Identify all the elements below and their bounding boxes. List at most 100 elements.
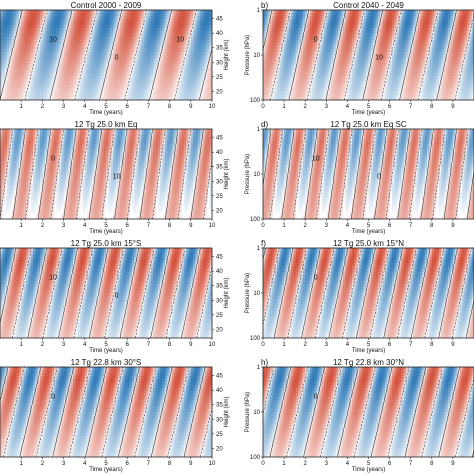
panel-label: h) — [261, 358, 268, 367]
y-tick-label: 20 — [216, 327, 223, 333]
contour-label: 0 — [115, 293, 119, 300]
zero-contours — [0, 248, 212, 338]
x-tick-label: 5 — [367, 342, 371, 348]
x-tick-label: 3 — [325, 104, 329, 110]
contour-label: 10 — [312, 156, 320, 163]
contour-label: 10 — [49, 275, 57, 282]
y-axis-label: Pressure (hPa) — [245, 35, 251, 75]
x-tick-label: 5 — [104, 342, 108, 348]
x-tick-label: 8 — [430, 461, 434, 467]
x-tick-label: 9 — [451, 223, 455, 229]
x-tick-label: 0 — [261, 104, 265, 110]
x-tick-label: 6 — [388, 342, 392, 348]
y-tick-label: 1 — [257, 8, 261, 14]
x-tick-label: 9 — [451, 104, 455, 110]
y-tick-label: 30 — [216, 179, 223, 185]
panel-title: 12 Tg 22.8 km 30°S — [71, 358, 142, 367]
panel-label: d) — [261, 120, 268, 129]
y-tick-label: 20 — [216, 208, 223, 214]
x-tick-label: 4 — [83, 461, 87, 467]
x-tick-label: 4 — [83, 104, 87, 110]
x-tick-label: 4 — [83, 342, 87, 348]
y-tick-label: 30 — [216, 60, 223, 66]
contour-label: 0 — [51, 394, 55, 401]
x-tick-label: 10 — [209, 461, 216, 467]
panel-h: 0 12 Tg 22.8 km 30°N h) 0 1 2 3 4 5 6 7 8 9 Time (yea… — [245, 358, 474, 473]
y-axis-label: Height (km) — [224, 396, 230, 427]
y-axis-label: Height (km) — [224, 158, 230, 189]
x-tick-label: 9 — [451, 342, 455, 348]
x-tick-label: 6 — [126, 223, 130, 229]
x-tick-label: 5 — [104, 223, 108, 229]
x-tick-label: 3 — [62, 342, 66, 348]
x-tick-label: 10 — [209, 223, 216, 229]
zero-contours — [263, 129, 474, 219]
contour-label: 10 — [113, 174, 121, 181]
field-shading — [263, 367, 474, 457]
field-shading — [0, 129, 212, 219]
y-tick-label: 20 — [216, 446, 223, 452]
panel-label: b) — [261, 1, 268, 10]
x-tick-label: 7 — [147, 104, 151, 110]
x-tick-label: 5 — [367, 104, 371, 110]
x-tick-label: 6 — [388, 104, 392, 110]
x-tick-label: 2 — [41, 223, 45, 229]
y-tick-label: 1 — [257, 127, 261, 133]
x-tick-label: 9 — [451, 461, 455, 467]
x-axis-label: Time (years) — [89, 110, 122, 116]
x-tick-label: 5 — [104, 461, 108, 467]
x-tick-label: 1 — [282, 461, 286, 467]
x-axis-label: Time (years) — [89, 229, 122, 235]
contour-label: 0 — [115, 55, 119, 62]
y-tick-label: 45 — [216, 374, 223, 380]
x-tick-label: 7 — [409, 223, 413, 229]
x-tick-label: 2 — [41, 342, 45, 348]
x-tick-label: 9 — [189, 104, 193, 110]
x-tick-label: 5 — [367, 223, 371, 229]
x-axis-label: Time (years) — [352, 467, 385, 473]
panel-title: 12 Tg 25.0 km Eq — [75, 120, 138, 129]
x-tick-label: 7 — [409, 104, 413, 110]
zero-contours — [0, 129, 212, 219]
contour-label: 10 — [375, 55, 383, 62]
x-tick-label: 2 — [304, 223, 308, 229]
x-tick-label: 6 — [126, 461, 130, 467]
x-tick-label: 10 — [209, 104, 216, 110]
y-tick-label: 45 — [216, 136, 223, 142]
x-tick-label: 1 — [282, 104, 286, 110]
zero-contours — [263, 367, 474, 457]
x-tick-label: 8 — [430, 104, 434, 110]
zero-contours — [0, 10, 212, 100]
y-tick-label: 10 — [253, 291, 260, 297]
zero-contours — [263, 248, 474, 338]
x-tick-label: 8 — [168, 461, 172, 467]
panel-b: 0 10 Control 2040 - 2049 b) 0 1 2 3 4 5 6 7 8 9 Time (… — [245, 1, 474, 116]
x-tick-label: 8 — [430, 223, 434, 229]
y-axis-label: Pressure (hPa) — [245, 273, 251, 313]
x-tick-label: 8 — [430, 342, 434, 348]
contour-label: 0 — [314, 394, 318, 401]
y-tick-label: 25 — [216, 194, 223, 200]
x-axis-label: Time (years) — [352, 229, 385, 235]
field-shading — [263, 248, 474, 338]
panel-f: 0 12 Tg 25.0 km 15°N f) 0 1 2 3 4 5 6 7 8 9 Time (yea… — [245, 239, 474, 354]
field-shading — [0, 248, 212, 338]
x-tick-label: 3 — [325, 342, 329, 348]
x-tick-label: 4 — [346, 461, 350, 467]
y-tick-label: 100 — [250, 455, 261, 461]
x-tick-label: 0 — [261, 461, 265, 467]
x-tick-label: 3 — [62, 461, 66, 467]
zero-contours — [0, 367, 212, 457]
y-tick-label: 100 — [250, 336, 261, 342]
x-tick-label: 7 — [409, 461, 413, 467]
x-axis-label: Time (years) — [89, 348, 122, 354]
x-tick-label: 8 — [168, 104, 172, 110]
x-tick-label: 6 — [126, 104, 130, 110]
y-tick-label: 40 — [216, 269, 223, 275]
x-tick-label: 1 — [282, 342, 286, 348]
contour-label: 0 — [314, 275, 318, 282]
